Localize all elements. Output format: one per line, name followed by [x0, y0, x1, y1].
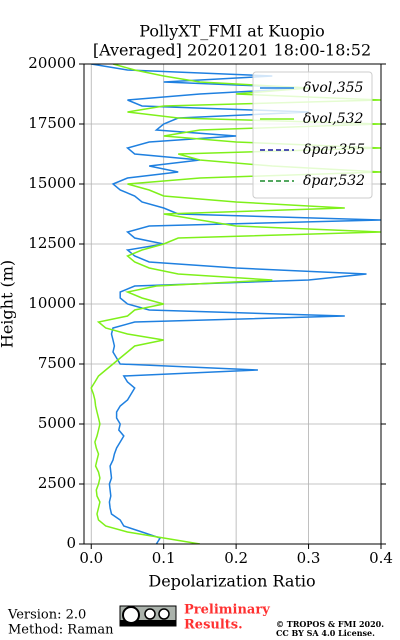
- y-tick-label: 17500: [28, 114, 76, 132]
- license: CC BY SA 4.0 License.: [276, 628, 375, 638]
- copyright: © TROPOS & FMI 2020.: [276, 619, 384, 629]
- y-tick-label: 2500: [38, 474, 76, 492]
- x-tick-label: 0.2: [224, 549, 248, 567]
- legend-label: δpar,355: [303, 142, 365, 158]
- y-tick-label: 5000: [38, 414, 76, 432]
- y-tick-label: 10000: [28, 294, 76, 312]
- x-tick-label: 0.1: [152, 549, 176, 567]
- x-axis-label: Depolarization Ratio: [148, 572, 315, 591]
- legend-box: [252, 71, 373, 199]
- legend-label: δvol,355: [303, 80, 364, 96]
- cc-badge: [119, 605, 177, 627]
- version: Version: 2.0: [7, 608, 86, 623]
- legend: δvol,355 δvol,532 δpar,355 δpar,532: [252, 71, 373, 199]
- y-axis-label: Height (m): [0, 260, 17, 348]
- y-tick-label: 15000: [28, 174, 76, 192]
- chart-subtitle: [Averaged] 20201201 18:00-18:52: [93, 41, 371, 60]
- x-tick-label: 0.3: [297, 549, 321, 567]
- method: Method: Raman: [8, 623, 114, 638]
- legend-label: δpar,532: [303, 173, 365, 189]
- y-tick-label: 0: [66, 534, 76, 552]
- x-tick-label: 0.4: [369, 549, 393, 567]
- axes: 0.0 0.1 0.2 0.3 0.4 0 2500 5000 7500 10000 12500 15…: [28, 54, 393, 567]
- chart-title: PollyXT_FMI at Kuopio: [139, 22, 325, 41]
- y-tick-label: 20000: [28, 54, 76, 72]
- y-tick-label: 12500: [28, 234, 76, 252]
- y-tick-label: 7500: [38, 354, 76, 372]
- profile-line: [91, 64, 381, 544]
- legend-label: δvol,532: [303, 111, 364, 127]
- preliminary: Preliminary: [184, 603, 270, 618]
- x-tick-label: 0.0: [79, 549, 103, 567]
- results: Results.: [184, 618, 243, 633]
